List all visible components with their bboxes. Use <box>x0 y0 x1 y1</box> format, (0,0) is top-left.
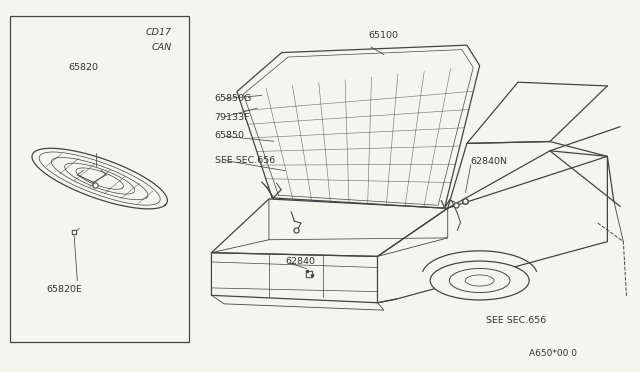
Text: 65820: 65820 <box>68 63 99 72</box>
Text: 65850G: 65850G <box>214 94 252 103</box>
Bar <box>10 16 189 341</box>
Ellipse shape <box>449 269 510 292</box>
Text: 62840: 62840 <box>285 257 315 266</box>
Text: 79133F: 79133F <box>214 113 250 122</box>
Text: CD17: CD17 <box>146 28 172 37</box>
Ellipse shape <box>430 261 529 300</box>
Text: SEE SEC.656: SEE SEC.656 <box>214 155 275 164</box>
Text: CAN: CAN <box>152 42 172 51</box>
Text: 62840N: 62840N <box>470 157 507 166</box>
Ellipse shape <box>465 275 494 286</box>
Text: A650*00 0: A650*00 0 <box>529 349 577 358</box>
Text: 65850: 65850 <box>214 131 244 141</box>
Text: SEE SEC.656: SEE SEC.656 <box>486 316 547 325</box>
Text: 65820E: 65820E <box>47 285 83 294</box>
Text: 65100: 65100 <box>368 31 398 41</box>
